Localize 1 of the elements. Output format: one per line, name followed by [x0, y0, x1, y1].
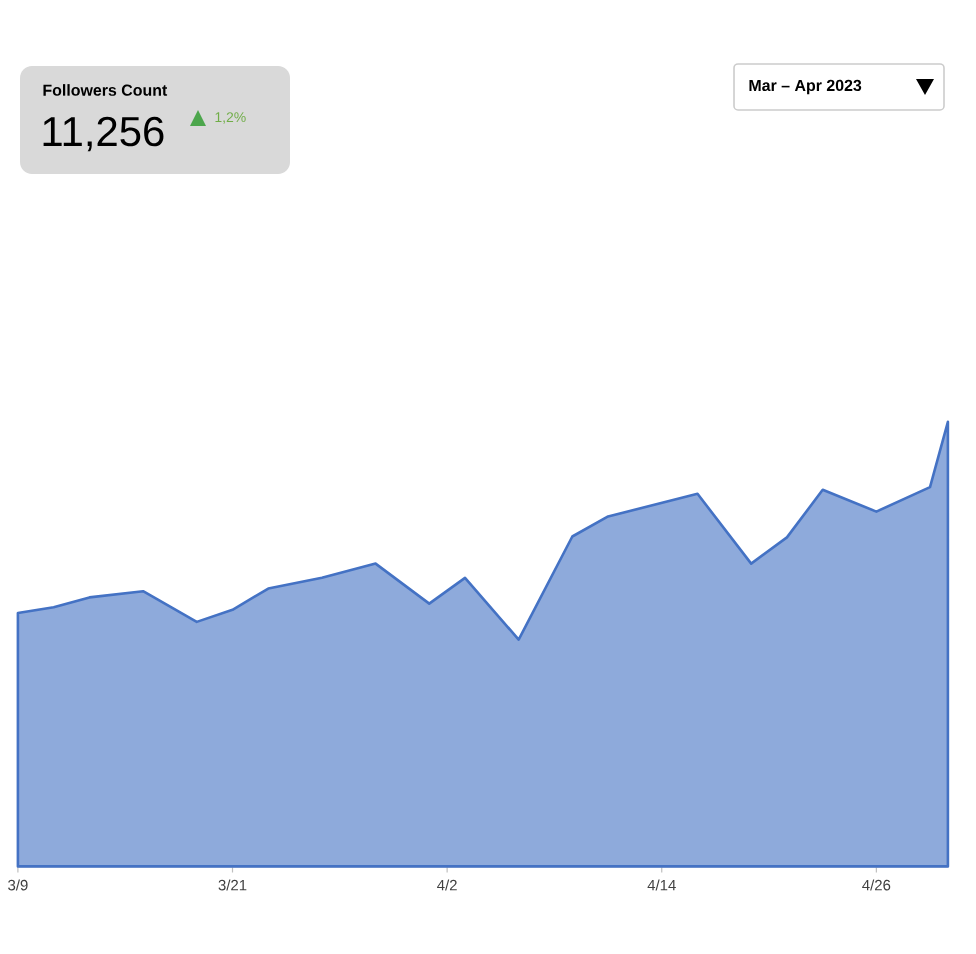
text: 11,256: [43, 116, 164, 152]
